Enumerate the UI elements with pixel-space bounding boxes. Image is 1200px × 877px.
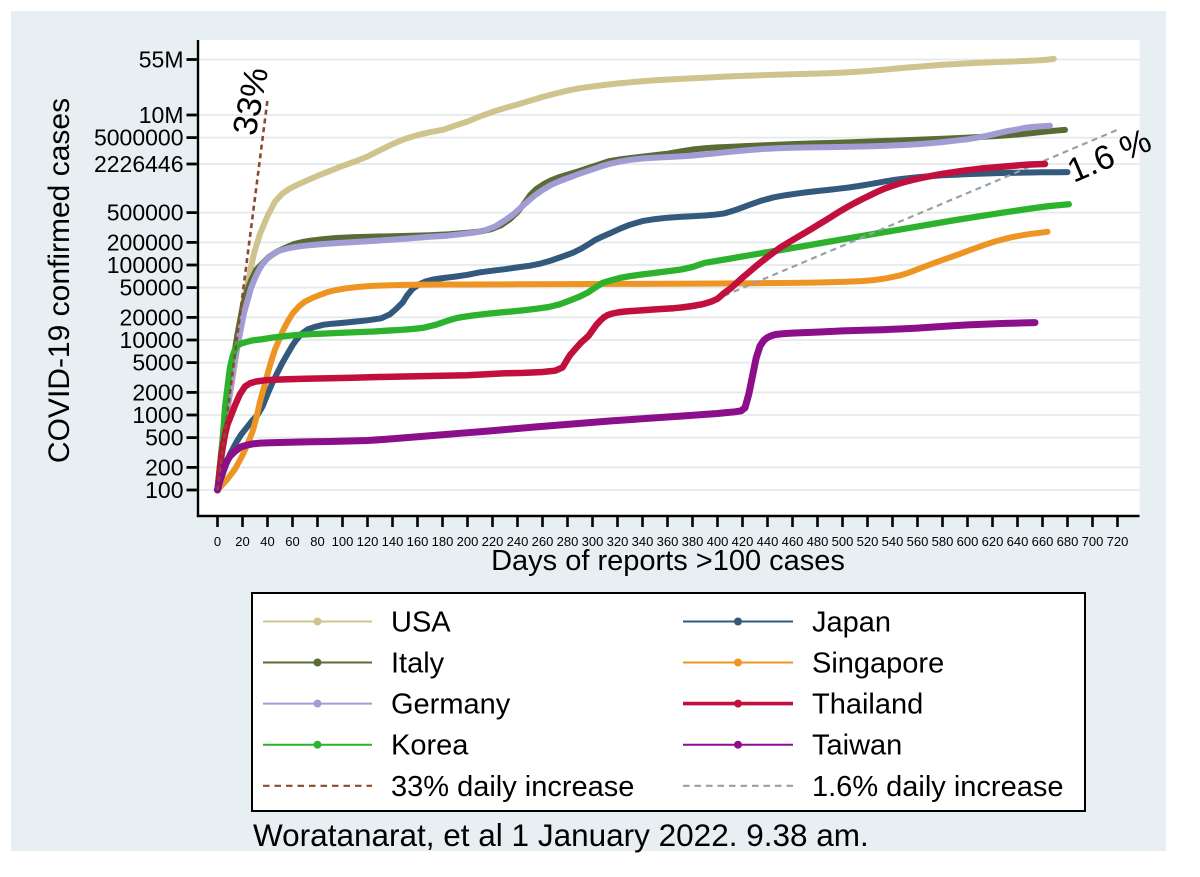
- svg-text:240: 240: [507, 534, 529, 549]
- svg-text:Thailand: Thailand: [812, 689, 923, 721]
- svg-text:10M: 10M: [139, 102, 184, 128]
- svg-text:580: 580: [932, 534, 954, 549]
- svg-text:460: 460: [782, 534, 804, 549]
- svg-text:520: 520: [857, 534, 879, 549]
- svg-text:560: 560: [907, 534, 929, 549]
- svg-text:0: 0: [214, 534, 221, 549]
- svg-text:Germany: Germany: [391, 689, 511, 721]
- svg-text:200000: 200000: [107, 229, 184, 255]
- svg-text:280: 280: [557, 534, 579, 549]
- svg-text:Japan: Japan: [812, 607, 891, 639]
- svg-text:160: 160: [407, 534, 429, 549]
- svg-text:50000: 50000: [120, 275, 184, 301]
- svg-text:500: 500: [145, 425, 183, 451]
- svg-text:Taiwan: Taiwan: [812, 730, 902, 762]
- svg-text:120: 120: [357, 534, 379, 549]
- svg-text:620: 620: [982, 534, 1004, 549]
- svg-text:1000: 1000: [132, 402, 183, 428]
- svg-text:700: 700: [1082, 534, 1104, 549]
- svg-text:Singapore: Singapore: [812, 648, 944, 680]
- svg-text:500: 500: [832, 534, 854, 549]
- svg-text:640: 640: [1007, 534, 1029, 549]
- svg-text:5000: 5000: [132, 350, 183, 376]
- svg-text:55M: 55M: [139, 47, 184, 73]
- svg-text:33% daily increase: 33% daily increase: [391, 771, 634, 803]
- svg-text:220: 220: [482, 534, 504, 549]
- svg-text:200: 200: [145, 454, 183, 480]
- svg-text:300: 300: [582, 534, 604, 549]
- svg-text:5000000: 5000000: [94, 125, 184, 151]
- svg-text:1.6% daily increase: 1.6% daily increase: [812, 771, 1063, 803]
- svg-text:540: 540: [882, 534, 904, 549]
- svg-text:40: 40: [260, 534, 274, 549]
- svg-text:180: 180: [432, 534, 454, 549]
- svg-text:10000: 10000: [120, 327, 184, 353]
- svg-text:680: 680: [1057, 534, 1079, 549]
- svg-text:480: 480: [807, 534, 829, 549]
- svg-text:400: 400: [707, 534, 729, 549]
- svg-text:20000: 20000: [120, 304, 184, 330]
- svg-text:320: 320: [607, 534, 629, 549]
- svg-text:100: 100: [145, 477, 183, 503]
- svg-text:Days of reports >100 cases: Days of reports >100 cases: [491, 545, 845, 577]
- svg-text:260: 260: [532, 534, 554, 549]
- svg-text:Woratanarat, et al 1 January 2: Woratanarat, et al 1 January 2022. 9.38 …: [253, 817, 869, 853]
- svg-text:600: 600: [957, 534, 979, 549]
- svg-text:COVID-19 confirmed cases: COVID-19 confirmed cases: [43, 98, 76, 463]
- svg-text:2226446: 2226446: [94, 151, 184, 177]
- svg-text:420: 420: [732, 534, 754, 549]
- svg-text:340: 340: [632, 534, 654, 549]
- svg-text:USA: USA: [391, 607, 451, 639]
- svg-text:500000: 500000: [107, 200, 184, 226]
- svg-text:660: 660: [1032, 534, 1054, 549]
- svg-text:60: 60: [285, 534, 299, 549]
- svg-text:140: 140: [382, 534, 404, 549]
- svg-text:80: 80: [310, 534, 324, 549]
- svg-text:440: 440: [757, 534, 779, 549]
- svg-text:100000: 100000: [107, 252, 184, 278]
- svg-text:200: 200: [457, 534, 479, 549]
- svg-text:2000: 2000: [132, 379, 183, 405]
- svg-text:20: 20: [235, 534, 249, 549]
- svg-text:Korea: Korea: [391, 730, 469, 762]
- svg-text:720: 720: [1107, 534, 1129, 549]
- svg-text:Italy: Italy: [391, 648, 445, 680]
- svg-text:380: 380: [682, 534, 704, 549]
- svg-text:360: 360: [657, 534, 679, 549]
- svg-text:100: 100: [332, 534, 354, 549]
